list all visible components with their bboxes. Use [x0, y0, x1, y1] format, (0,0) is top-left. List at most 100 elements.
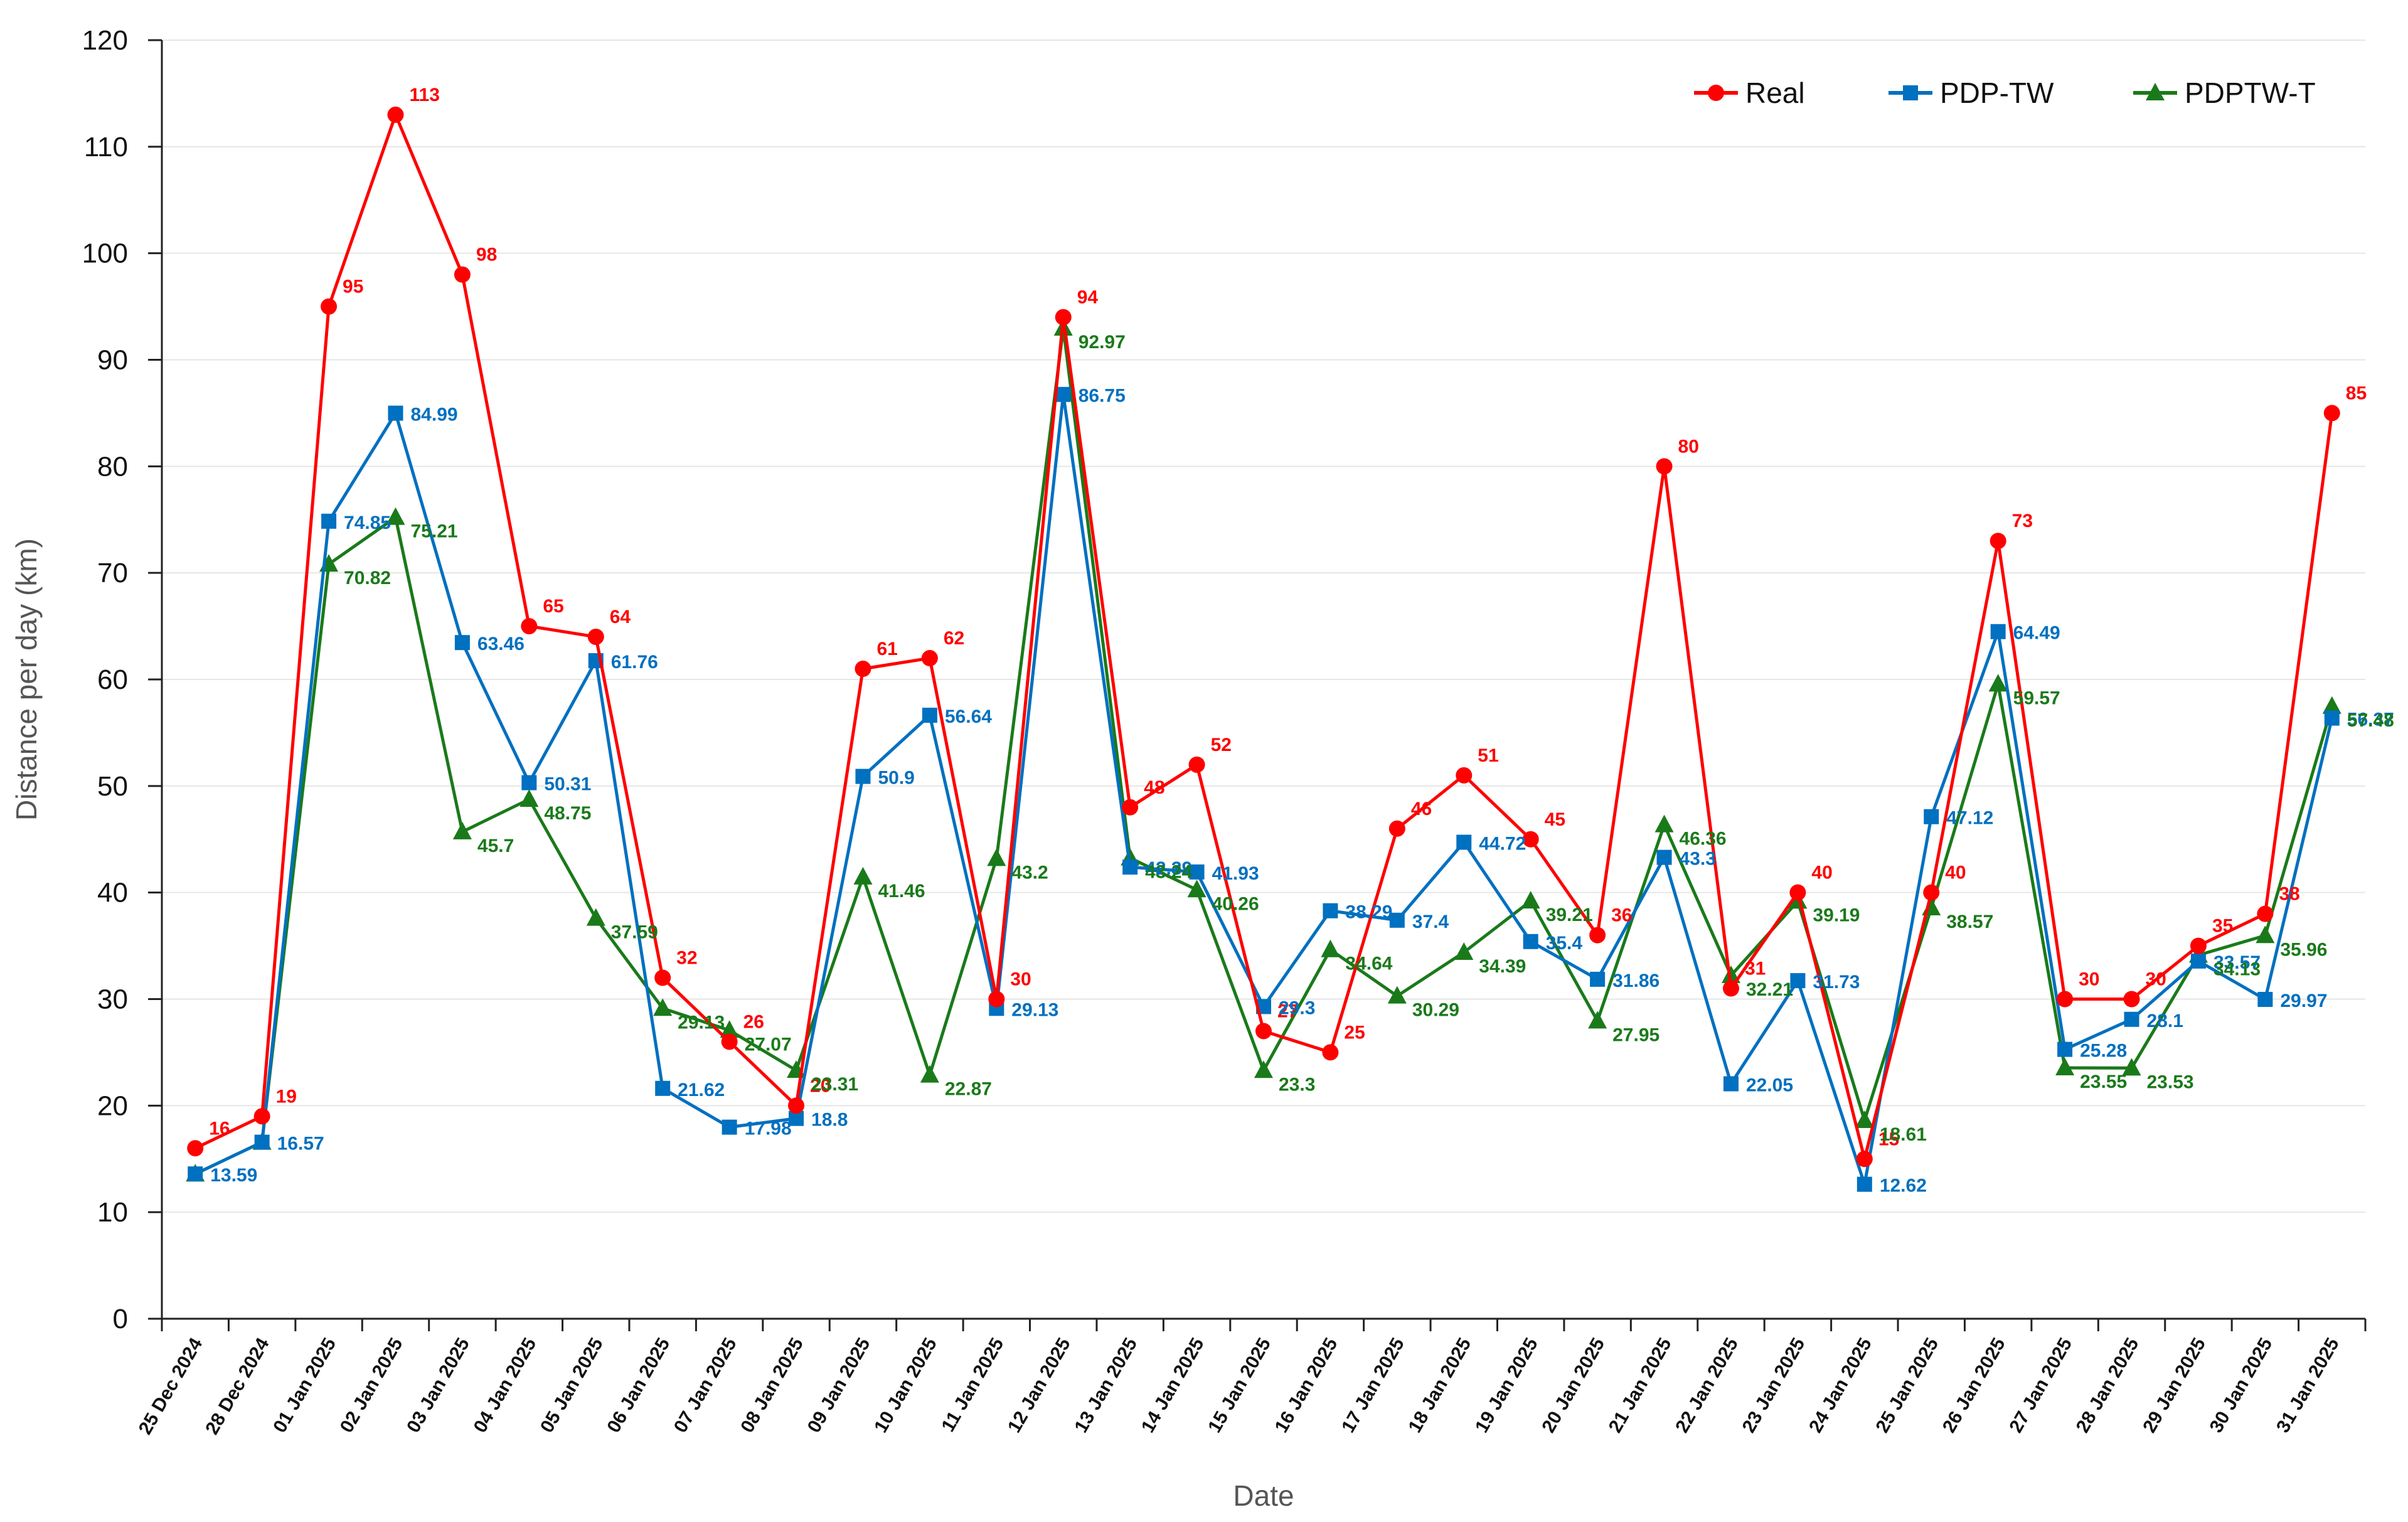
data-point-marker [855, 769, 871, 784]
legend-item-pdptw-t: PDPTW-T [2133, 77, 2316, 109]
data-point-marker [2055, 1058, 2075, 1076]
data-label: 86.75 [1079, 386, 1126, 407]
data-label: 31.86 [1612, 971, 1659, 991]
data-label: 40 [1945, 863, 1966, 883]
data-point-marker [388, 405, 403, 421]
data-label: 65 [543, 596, 563, 617]
x-tick-label: 31 Jan 2025 [2272, 1334, 2343, 1436]
legend-label: PDPTW-T [2185, 77, 2316, 109]
data-point-marker [1389, 912, 1405, 928]
x-tick-label: 14 Jan 2025 [1137, 1334, 1208, 1436]
data-point-marker [1656, 458, 1673, 475]
data-label: 19 [276, 1086, 297, 1107]
data-point-marker [454, 635, 470, 651]
data-point-marker [1789, 884, 1806, 901]
data-point-marker [1523, 934, 1538, 949]
data-point-marker [720, 1020, 739, 1038]
data-point-marker [2257, 905, 2274, 922]
data-label: 29.3 [1279, 998, 1315, 1018]
x-tick-label: 05 Jan 2025 [536, 1334, 607, 1436]
data-point-marker [1855, 1110, 1874, 1128]
data-label: 16.57 [277, 1134, 324, 1154]
data-label: 22.05 [1746, 1075, 1793, 1096]
data-point-marker [1588, 1011, 1607, 1029]
data-label: 37.59 [611, 922, 658, 943]
data-point-marker [1321, 939, 1340, 957]
data-label: 43.2 [1011, 862, 1048, 883]
data-point-marker [1521, 891, 1540, 909]
data-label: 31 [1745, 959, 1766, 979]
data-point-marker [2190, 953, 2206, 969]
data-label: 80 [1678, 436, 1699, 457]
data-label: 17.98 [745, 1119, 792, 1139]
data-point-marker [1590, 971, 1606, 987]
data-point-marker [387, 106, 404, 123]
series-pdptw-t [186, 318, 2341, 1182]
data-label: 92.97 [1079, 332, 1126, 353]
y-tick-label: 20 [97, 1090, 128, 1121]
data-label: 52 [1211, 735, 1232, 755]
data-label: 42.39 [1145, 858, 1192, 879]
data-label: 43.3 [1680, 849, 1716, 870]
data-point-marker [1903, 85, 1918, 100]
data-point-marker [2323, 405, 2340, 422]
y-axis-title: Distance per day (km) [10, 538, 43, 821]
series-group [186, 106, 2341, 1192]
data-label: 45 [1545, 809, 1565, 830]
data-label: 30 [2146, 969, 2166, 990]
y-tick-label: 120 [82, 25, 128, 56]
data-point-marker [1723, 1076, 1739, 1092]
data-point-marker [1589, 927, 1606, 944]
data-point-marker [386, 507, 405, 525]
data-label: 50.31 [544, 774, 591, 795]
data-label: 22.87 [945, 1079, 992, 1100]
data-label: 40 [1811, 863, 1832, 883]
x-tick-label: 15 Jan 2025 [1204, 1334, 1275, 1436]
data-point-marker [2146, 83, 2165, 100]
data-point-marker [1388, 820, 1405, 837]
data-point-marker [519, 789, 539, 807]
data-point-marker [586, 908, 605, 926]
y-tick-label: 0 [113, 1304, 128, 1334]
data-point-marker [587, 629, 604, 646]
data-label: 46 [1411, 799, 1432, 819]
data-point-marker [722, 1119, 737, 1135]
data-point-marker [853, 866, 873, 885]
data-label: 98 [476, 245, 497, 265]
data-label: 26 [743, 1011, 764, 1032]
data-point-marker [1708, 85, 1724, 101]
data-point-marker [521, 618, 538, 635]
data-point-marker [1254, 1060, 1273, 1078]
data-point-marker [988, 991, 1005, 1008]
x-tick-label: 21 Jan 2025 [1605, 1334, 1676, 1436]
y-tick-label: 60 [97, 664, 128, 695]
data-point-marker [655, 1080, 671, 1096]
data-point-marker [922, 708, 937, 723]
data-label: 94 [1077, 287, 1099, 308]
data-point-marker [654, 969, 671, 986]
data-label: 59.57 [2013, 688, 2060, 708]
data-label: 61.76 [611, 652, 658, 673]
legend-label: PDP-TW [1940, 77, 2054, 109]
x-tick-label: 13 Jan 2025 [1070, 1334, 1141, 1436]
x-tick-label: 29 Jan 2025 [2139, 1334, 2210, 1436]
data-point-marker [1990, 624, 2006, 639]
data-label: 25 [1344, 1022, 1365, 1043]
data-point-marker [1856, 1151, 1873, 1168]
data-label: 73 [2012, 511, 2033, 531]
x-tick-label: 07 Jan 2025 [670, 1334, 741, 1436]
data-label: 56.64 [945, 706, 992, 727]
x-tick-label: 08 Jan 2025 [737, 1334, 807, 1436]
data-point-marker [1188, 756, 1205, 773]
data-labels: 16 19 95 113 98 65 64 32 26 20 61 62 30 94 48 52 27 25 46 5… [209, 85, 2394, 1196]
data-label: 16 [209, 1118, 230, 1139]
data-point-marker [1857, 1176, 1872, 1192]
x-tick-label: 10 Jan 2025 [870, 1334, 941, 1436]
x-tick-label: 11 Jan 2025 [937, 1334, 1008, 1435]
x-tick-label: 03 Jan 2025 [403, 1334, 474, 1436]
x-tick-label: 12 Jan 2025 [1004, 1334, 1075, 1436]
data-point-marker [321, 298, 338, 315]
data-label: 35 [2212, 916, 2233, 937]
y-tick-label: 40 [97, 878, 128, 908]
